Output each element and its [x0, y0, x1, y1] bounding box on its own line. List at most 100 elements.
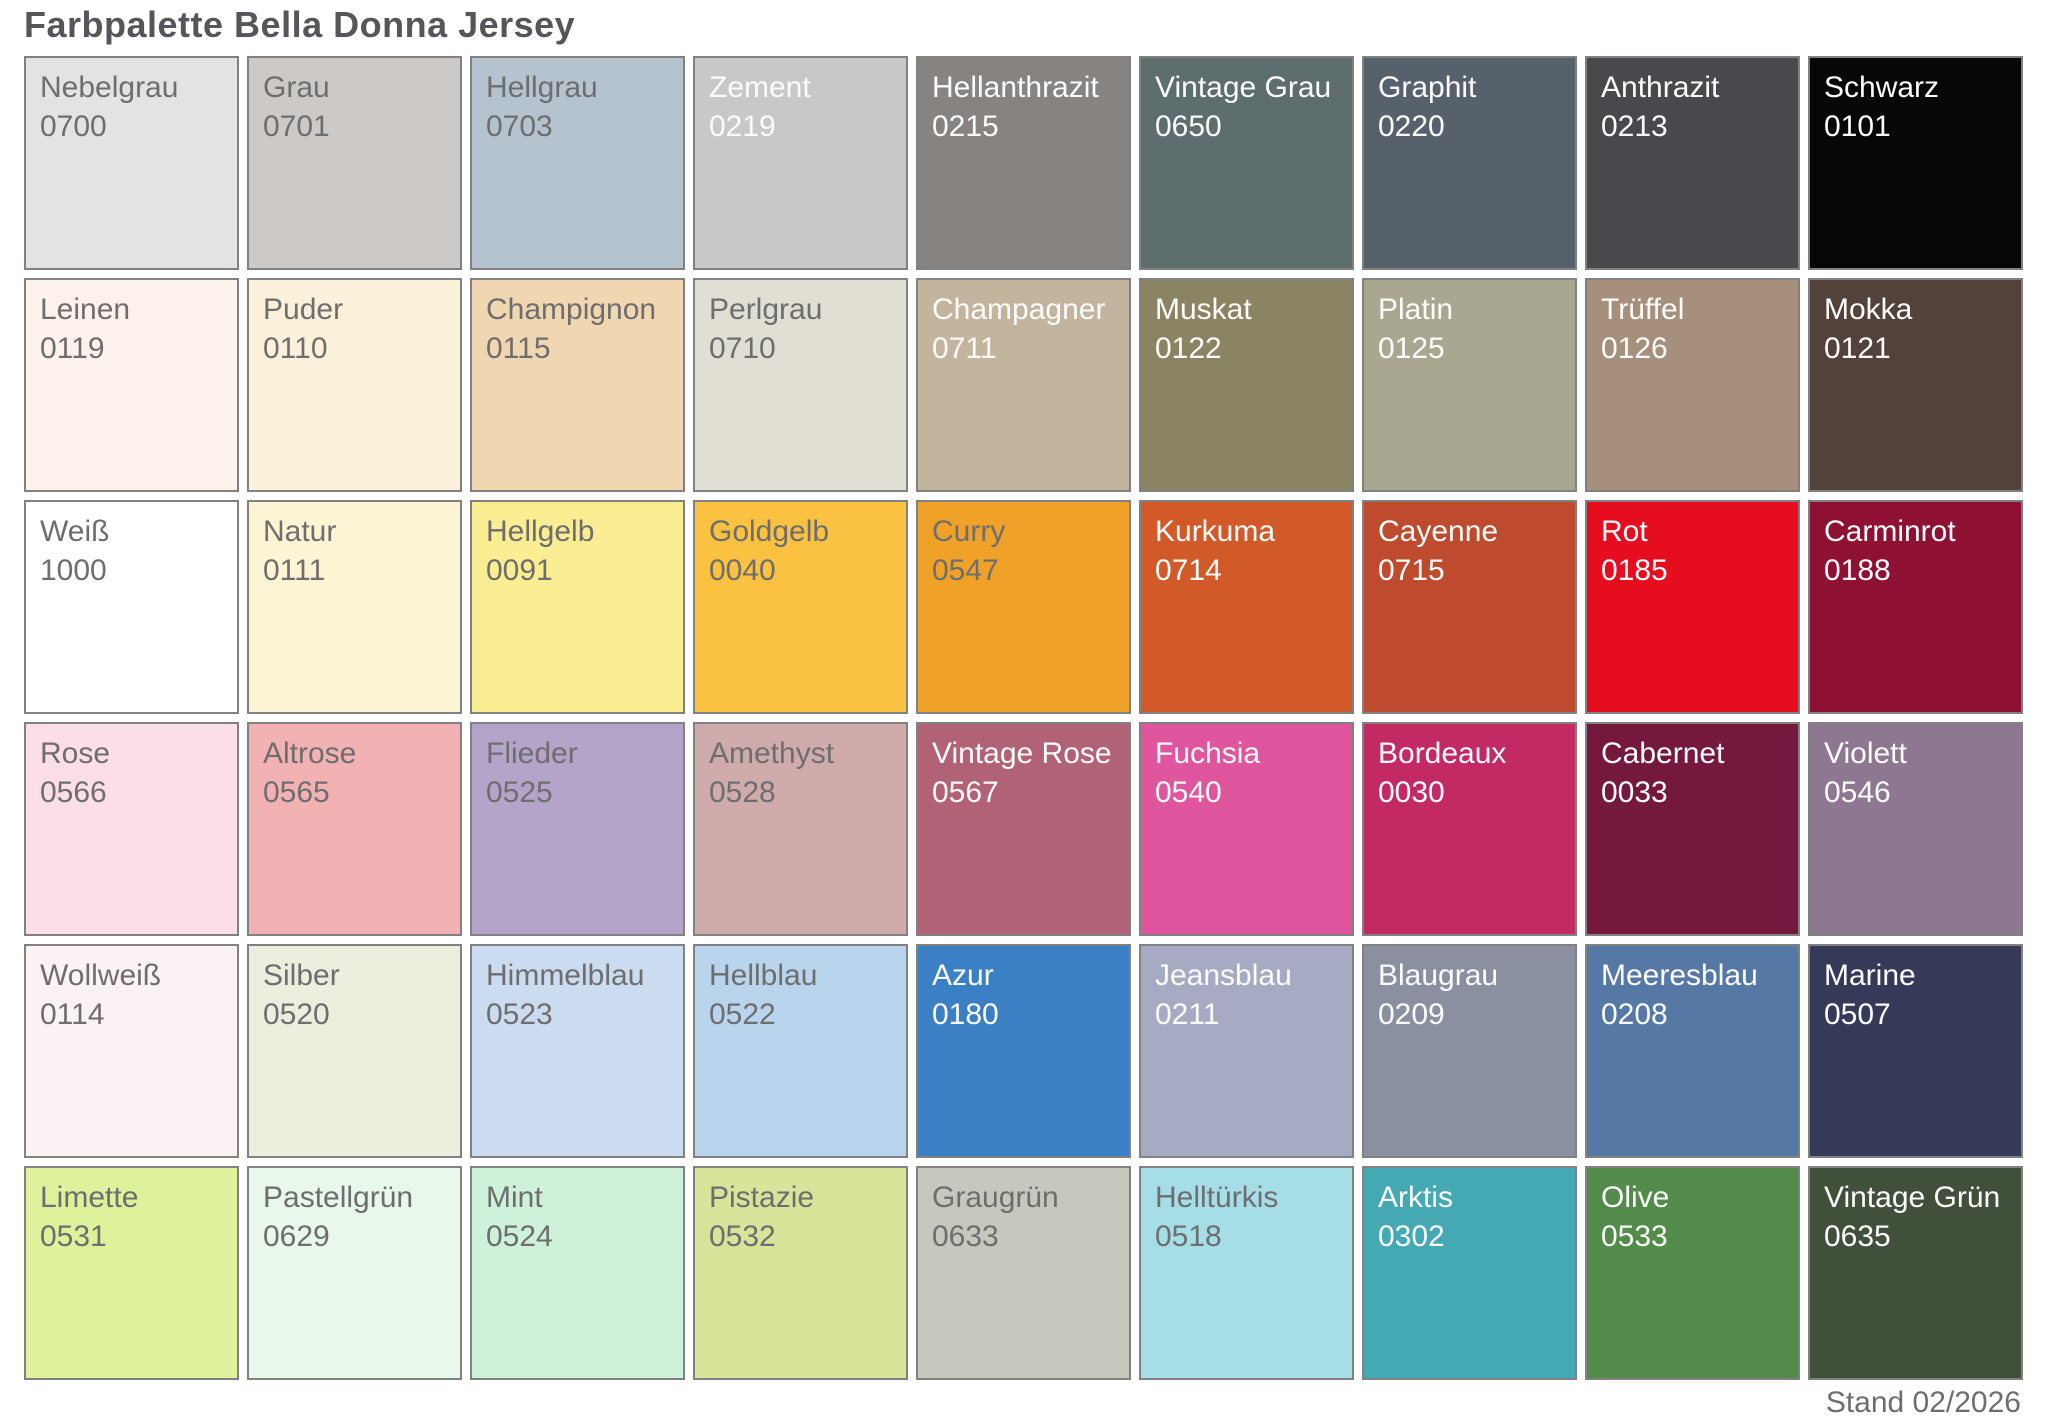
swatch-rot: Rot 0185	[1585, 500, 1800, 714]
page-title: Farbpalette Bella Donna Jersey	[24, 4, 576, 45]
swatch-code: 0710	[709, 332, 776, 365]
swatch-code: 0302	[1378, 1220, 1445, 1253]
swatch-name: Wollweiß	[40, 959, 162, 992]
swatch-code: 0119	[40, 332, 105, 365]
swatch-natur: Natur 0111	[247, 500, 462, 714]
swatch-name: Himmelblau	[486, 959, 645, 992]
swatch-code: 0700	[40, 110, 107, 143]
swatch-code: 0091	[486, 554, 553, 587]
swatch-name: Goldgelb	[709, 515, 830, 548]
swatch-code: 0567	[932, 776, 999, 809]
swatch-code: 0215	[932, 110, 999, 143]
swatch-name: Graphit	[1378, 71, 1477, 104]
swatch-name: Silber	[263, 959, 340, 992]
swatch-azur: Azur 0180	[916, 944, 1131, 1158]
revision-date-label: Stand 02/2026	[1825, 1386, 2021, 1419]
swatch-name: Hellgrau	[486, 71, 598, 104]
swatch-code: 0125	[1378, 332, 1445, 365]
swatch-hellanthrazit: Hellanthrazit 0215	[916, 56, 1131, 270]
swatch-code: 0220	[1378, 110, 1445, 143]
swatch-code: 0523	[486, 998, 553, 1031]
swatch-name: Vintage Rose	[932, 737, 1112, 770]
swatch-code: 0115	[486, 332, 551, 365]
swatch-graugruen: Graugrün 0633	[916, 1166, 1131, 1380]
swatch-wollweiss: Wollweiß 0114	[24, 944, 239, 1158]
swatch-code: 0546	[1824, 776, 1891, 809]
swatch-code: 0547	[932, 554, 999, 587]
swatch-name: Cayenne	[1378, 515, 1499, 548]
swatch-name: Arktis	[1378, 1181, 1453, 1214]
swatch-name: Carminrot	[1824, 515, 1956, 548]
swatch-muskat: Muskat 0122	[1139, 278, 1354, 492]
swatch-code: 0110	[263, 332, 328, 365]
swatch-name: Platin	[1378, 293, 1454, 326]
swatch-name: Meeresblau	[1601, 959, 1758, 992]
swatch-fuchsia: Fuchsia 0540	[1139, 722, 1354, 936]
swatch-schwarz: Schwarz 0101	[1808, 56, 2023, 270]
swatch-code: 0211	[1155, 998, 1220, 1031]
swatch-code: 0532	[709, 1220, 776, 1253]
swatch-vintage-rose: Vintage Rose 0567	[916, 722, 1131, 936]
swatch-hellgrau: Hellgrau 0703	[470, 56, 685, 270]
swatch-name: Cabernet	[1601, 737, 1725, 770]
swatch-code: 0531	[40, 1220, 107, 1253]
swatch-name: Graugrün	[932, 1181, 1059, 1214]
swatch-name: Jeansblau	[1155, 959, 1292, 992]
swatch-code: 0629	[263, 1220, 330, 1253]
swatch-name: Pistazie	[709, 1181, 815, 1214]
swatch-code: 0714	[1155, 554, 1222, 587]
swatch-code: 1000	[40, 554, 107, 587]
palette-grid: Nebelgrau 0700 Grau 0701 Hellgrau 0703 Zement 0…	[24, 56, 2023, 1380]
swatch-name: Champagner	[932, 293, 1106, 326]
swatch-cabernet: Cabernet 0033	[1585, 722, 1800, 936]
swatch-blaugrau: Blaugrau 0209	[1362, 944, 1577, 1158]
swatch-code: 0180	[932, 998, 999, 1031]
swatch-code: 0101	[1824, 110, 1891, 143]
swatch-goldgelb: Goldgelb 0040	[693, 500, 908, 714]
swatch-name: Grau	[263, 71, 330, 104]
swatch-name: Trüffel	[1601, 293, 1685, 326]
swatch-graphit: Graphit 0220	[1362, 56, 1577, 270]
swatch-anthrazit: Anthrazit 0213	[1585, 56, 1800, 270]
swatch-marine: Marine 0507	[1808, 944, 2023, 1158]
swatch-helltuerkis: Helltürkis 0518	[1139, 1166, 1354, 1380]
swatch-altrose: Altrose 0565	[247, 722, 462, 936]
swatch-flieder: Flieder 0525	[470, 722, 685, 936]
swatch-silber: Silber 0520	[247, 944, 462, 1158]
swatch-code: 0701	[263, 110, 330, 143]
swatch-name: Bordeaux	[1378, 737, 1507, 770]
swatch-code: 0188	[1824, 554, 1891, 587]
swatch-weiss: Weiß 1000	[24, 500, 239, 714]
swatch-name: Rot	[1601, 515, 1648, 548]
swatch-name: Hellblau	[709, 959, 818, 992]
swatch-perlgrau: Perlgrau 0710	[693, 278, 908, 492]
swatch-jeansblau: Jeansblau 0211	[1139, 944, 1354, 1158]
swatch-hellblau: Hellblau 0522	[693, 944, 908, 1158]
swatch-limette: Limette 0531	[24, 1166, 239, 1380]
swatch-code: 0524	[486, 1220, 553, 1253]
swatch-code: 0711	[932, 332, 997, 365]
swatch-grau: Grau 0701	[247, 56, 462, 270]
swatch-champignon: Champignon 0115	[470, 278, 685, 492]
swatch-code: 0525	[486, 776, 553, 809]
swatch-name: Azur	[932, 959, 994, 992]
swatch-olive: Olive 0533	[1585, 1166, 1800, 1380]
swatch-code: 0533	[1601, 1220, 1668, 1253]
swatch-name: Puder	[263, 293, 344, 326]
swatch-code: 0208	[1601, 998, 1668, 1031]
swatch-cayenne: Cayenne 0715	[1362, 500, 1577, 714]
swatch-code: 0111	[263, 554, 326, 587]
swatch-code: 0703	[486, 110, 553, 143]
swatch-mint: Mint 0524	[470, 1166, 685, 1380]
swatch-name: Weiß	[40, 515, 110, 548]
swatch-code: 0633	[932, 1220, 999, 1253]
swatch-name: Flieder	[486, 737, 578, 770]
swatch-arktis: Arktis 0302	[1362, 1166, 1577, 1380]
swatch-amethyst: Amethyst 0528	[693, 722, 908, 936]
swatch-trueffel: Trüffel 0126	[1585, 278, 1800, 492]
swatch-name: Zement	[709, 71, 811, 104]
swatch-code: 0566	[40, 776, 107, 809]
swatch-code: 0540	[1155, 776, 1222, 809]
swatch-code: 0185	[1601, 554, 1668, 587]
swatch-name: Kurkuma	[1155, 515, 1276, 548]
